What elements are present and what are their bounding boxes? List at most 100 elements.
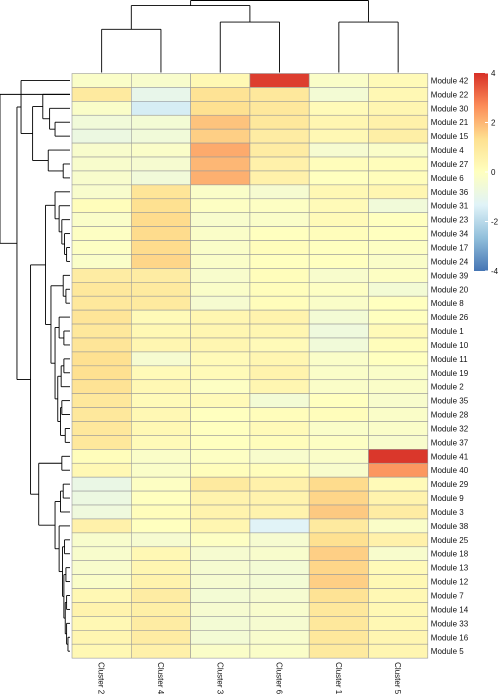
cell-module-36-cluster-4 xyxy=(131,184,191,200)
cell-module-26-cluster-4 xyxy=(131,309,191,325)
cell-module-1-cluster-5 xyxy=(368,323,429,339)
row-label-module-2: Module 2 xyxy=(431,383,464,392)
cell-module-5-cluster-6 xyxy=(249,643,310,659)
cell-module-22-cluster-5 xyxy=(368,87,429,102)
cell-module-6-cluster-1 xyxy=(308,170,369,186)
cell-module-8-cluster-3 xyxy=(190,295,251,311)
cell-module-21-cluster-3 xyxy=(190,114,251,130)
cell-module-4-cluster-5 xyxy=(368,142,429,158)
row-label-module-40: Module 40 xyxy=(431,466,469,475)
cell-module-30-cluster-5 xyxy=(368,101,429,116)
row-label-module-36: Module 36 xyxy=(431,188,469,197)
row-label-module-20: Module 20 xyxy=(431,285,469,294)
cell-module-33-cluster-1 xyxy=(308,616,369,631)
cell-module-17-cluster-1 xyxy=(308,240,369,255)
cell-module-25-cluster-1 xyxy=(308,532,369,548)
cell-module-3-cluster-6 xyxy=(249,504,310,520)
cell-module-1-cluster-1 xyxy=(308,323,369,339)
row-dendrogram xyxy=(0,80,70,652)
cell-module-14-cluster-6 xyxy=(249,602,310,617)
cell-module-5-cluster-4 xyxy=(131,643,191,659)
cell-module-40-cluster-4 xyxy=(131,462,191,478)
cell-module-7-cluster-3 xyxy=(190,588,251,603)
cell-module-3-cluster-1 xyxy=(308,504,369,520)
cell-module-15-cluster-5 xyxy=(368,128,429,144)
cell-module-11-cluster-5 xyxy=(368,351,429,367)
row-label-module-17: Module 17 xyxy=(431,244,469,253)
cell-module-12-cluster-6 xyxy=(249,574,310,589)
cell-module-39-cluster-3 xyxy=(190,268,251,283)
cell-module-38-cluster-2 xyxy=(71,518,132,534)
cell-module-34-cluster-2 xyxy=(71,226,132,241)
cell-module-10-cluster-3 xyxy=(190,337,251,353)
cell-module-5-cluster-5 xyxy=(368,643,429,659)
row-label-module-19: Module 19 xyxy=(431,369,469,378)
row-label-module-38: Module 38 xyxy=(431,522,469,531)
cell-module-15-cluster-4 xyxy=(131,128,191,144)
row-label-module-23: Module 23 xyxy=(431,216,469,225)
cell-module-29-cluster-5 xyxy=(368,476,429,492)
row-label-module-13: Module 13 xyxy=(431,564,469,573)
cell-module-3-cluster-2 xyxy=(71,504,132,520)
cell-module-16-cluster-5 xyxy=(368,629,429,645)
cell-module-14-cluster-1 xyxy=(308,602,369,617)
cell-module-19-cluster-1 xyxy=(308,365,369,381)
cell-module-7-cluster-5 xyxy=(368,588,429,603)
cell-module-7-cluster-1 xyxy=(308,588,369,603)
cell-module-35-cluster-5 xyxy=(368,393,429,408)
cell-module-7-cluster-6 xyxy=(249,588,310,603)
cell-module-28-cluster-6 xyxy=(249,407,310,422)
legend-tick-label: 2 xyxy=(491,119,496,128)
cell-module-6-cluster-5 xyxy=(368,170,429,186)
cell-module-16-cluster-6 xyxy=(249,629,310,645)
heatmap-cells xyxy=(71,73,429,659)
cell-module-21-cluster-4 xyxy=(131,114,191,130)
cell-module-22-cluster-6 xyxy=(249,87,310,102)
cell-module-27-cluster-2 xyxy=(71,156,132,172)
cell-module-23-cluster-6 xyxy=(249,212,310,227)
cell-module-30-cluster-2 xyxy=(71,101,132,116)
row-label-module-6: Module 6 xyxy=(431,174,464,183)
cell-module-11-cluster-1 xyxy=(308,351,369,367)
cell-module-12-cluster-4 xyxy=(131,574,191,589)
row-label-module-21: Module 21 xyxy=(431,118,469,127)
cell-module-26-cluster-1 xyxy=(308,309,369,325)
cell-module-26-cluster-3 xyxy=(190,309,251,325)
column-label-cluster-1: Cluster 1 xyxy=(334,662,343,695)
cell-module-31-cluster-4 xyxy=(131,198,191,213)
cell-module-7-cluster-4 xyxy=(131,588,191,603)
row-label-module-5: Module 5 xyxy=(431,647,464,656)
cell-module-29-cluster-1 xyxy=(308,476,369,492)
cell-module-13-cluster-4 xyxy=(131,560,191,575)
cell-module-21-cluster-2 xyxy=(71,114,132,130)
cell-module-19-cluster-5 xyxy=(368,365,429,381)
row-label-module-14: Module 14 xyxy=(431,605,469,614)
cell-module-34-cluster-6 xyxy=(249,226,310,241)
cell-module-8-cluster-5 xyxy=(368,295,429,311)
cell-module-40-cluster-6 xyxy=(249,462,310,478)
cell-module-9-cluster-4 xyxy=(131,490,191,506)
column-label-cluster-5: Cluster 5 xyxy=(393,662,402,695)
cell-module-31-cluster-1 xyxy=(308,198,369,213)
cell-module-4-cluster-1 xyxy=(308,142,369,158)
cell-module-19-cluster-6 xyxy=(249,365,310,381)
cell-module-36-cluster-1 xyxy=(308,184,369,200)
cell-module-37-cluster-1 xyxy=(308,435,369,450)
cell-module-32-cluster-5 xyxy=(368,421,429,436)
cell-module-20-cluster-3 xyxy=(190,281,251,297)
cell-module-41-cluster-1 xyxy=(308,449,369,464)
cell-module-22-cluster-3 xyxy=(190,87,251,102)
cell-module-35-cluster-1 xyxy=(308,393,369,408)
cell-module-18-cluster-2 xyxy=(71,546,132,562)
cell-module-20-cluster-2 xyxy=(71,281,132,297)
cell-module-33-cluster-3 xyxy=(190,616,251,631)
cell-module-6-cluster-2 xyxy=(71,170,132,186)
cell-module-37-cluster-3 xyxy=(190,435,251,450)
row-label-module-7: Module 7 xyxy=(431,592,464,601)
cell-module-17-cluster-3 xyxy=(190,240,251,255)
cell-module-34-cluster-4 xyxy=(131,226,191,241)
cell-module-41-cluster-4 xyxy=(131,449,191,464)
cell-module-28-cluster-2 xyxy=(71,407,132,422)
cell-module-22-cluster-1 xyxy=(308,87,369,102)
cell-module-17-cluster-6 xyxy=(249,240,310,255)
